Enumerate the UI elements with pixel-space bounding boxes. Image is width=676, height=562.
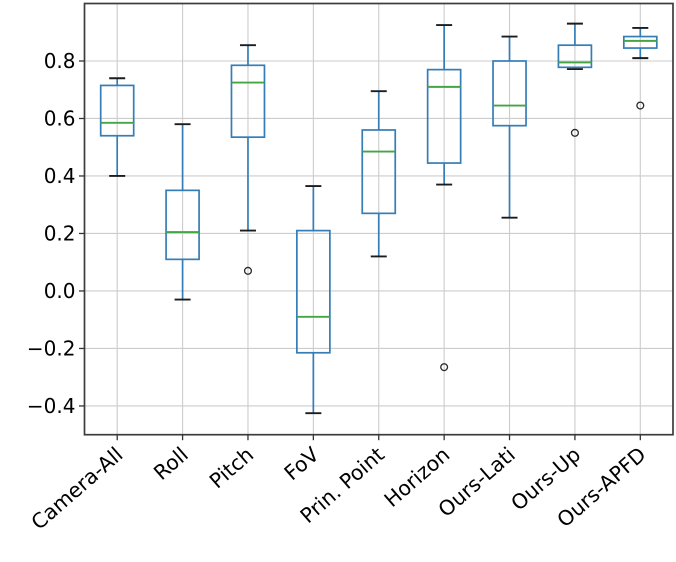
x-tick-label-pitch: Pitch [205, 442, 258, 493]
x-tick-label-roll: Roll [149, 442, 193, 485]
flier-horizon-0 [440, 363, 449, 372]
y-tick-label-0.8: 0.8 [44, 49, 76, 73]
box-ours-apfd [622, 35, 658, 49]
box-prin-point [361, 129, 397, 215]
box-roll [165, 189, 200, 261]
flier-pitch-0 [243, 266, 253, 275]
flier-ours-up-0 [570, 128, 579, 137]
box-ours-lati [492, 60, 527, 127]
box-ours-up [557, 44, 593, 69]
box-horizon [426, 68, 462, 164]
y-tick-label--0.4: −0.4 [27, 394, 76, 418]
x-tick-label-fov: FoV [279, 442, 323, 485]
y-tick-label-0.2: 0.2 [44, 221, 76, 245]
box-camera-all [99, 84, 135, 137]
box-fov [296, 229, 331, 354]
flier-ours-apfd-0 [636, 101, 645, 110]
y-tick-label-0: 0.0 [44, 279, 76, 303]
y-tick-label-0.4: 0.4 [44, 164, 76, 188]
y-tick-label--0.2: −0.2 [27, 336, 76, 360]
box-pitch [230, 64, 266, 139]
x-tick-label-camera-all: Camera-All [27, 442, 128, 534]
y-tick-label-0.6: 0.6 [44, 106, 76, 130]
